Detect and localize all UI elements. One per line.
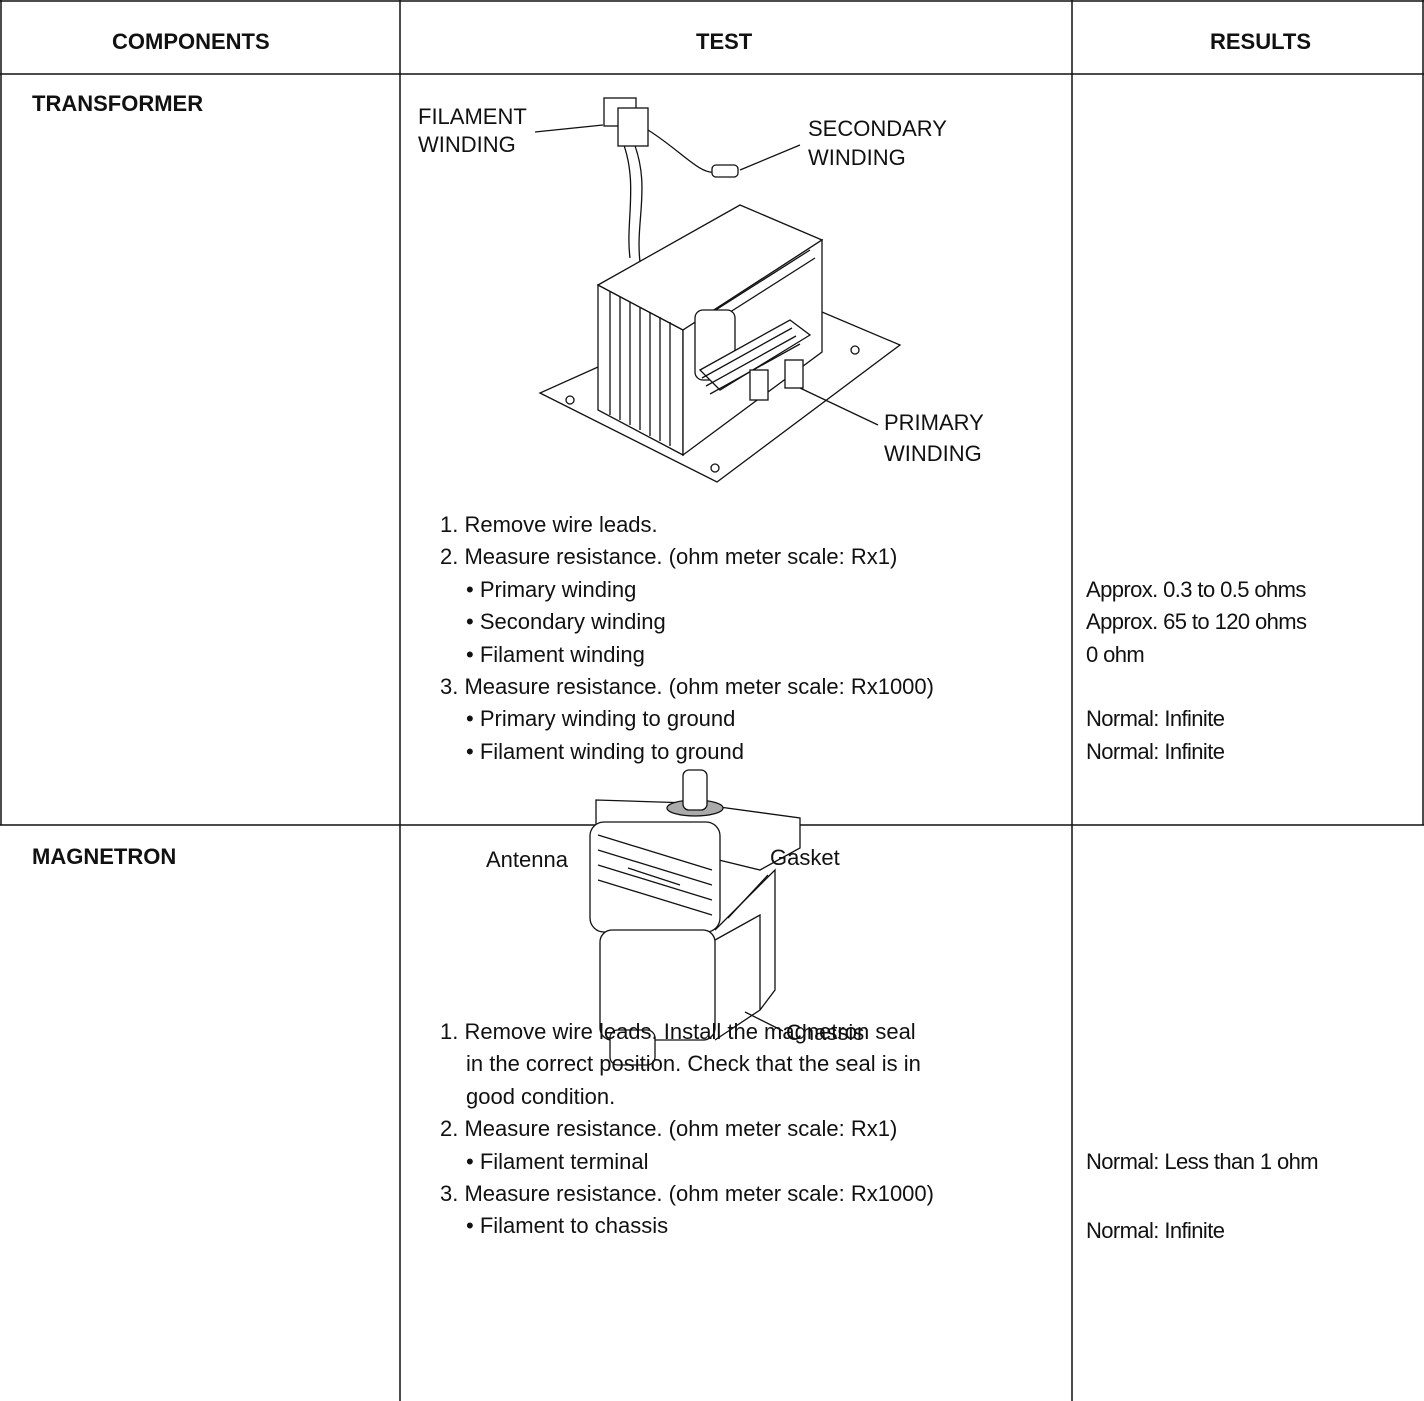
diagram-label: WINDING bbox=[884, 441, 982, 466]
test-step: 2. Measure resistance. (ohm meter scale:… bbox=[440, 1116, 898, 1142]
test-step: in the correct position. Check that the … bbox=[466, 1051, 921, 1077]
test-step: good condition. bbox=[466, 1083, 616, 1109]
diagram-label: Gasket bbox=[770, 845, 840, 870]
result: Normal: Infinite bbox=[1086, 1218, 1225, 1244]
test-step: • Filament winding bbox=[466, 641, 645, 667]
result: Approx. 65 to 120 ohms bbox=[1086, 609, 1307, 635]
diagram-label: WINDING bbox=[418, 132, 516, 157]
test-step: • Secondary winding bbox=[466, 609, 666, 635]
diagram-label: WINDING bbox=[808, 145, 906, 170]
diagram-label: Chassis bbox=[786, 1020, 865, 1045]
test-step: • Filament terminal bbox=[466, 1148, 649, 1174]
test-step: 1. Remove wire leads. bbox=[440, 512, 658, 537]
diagram-label: PRIMARY bbox=[884, 410, 984, 435]
header-cell: TEST bbox=[696, 29, 753, 54]
component-name: MAGNETRON bbox=[32, 844, 177, 869]
result: Normal: Infinite bbox=[1086, 706, 1225, 732]
test-step: • Filament to chassis bbox=[466, 1213, 669, 1239]
component-name: TRANSFORMER bbox=[32, 91, 204, 116]
test-step: 3. Measure resistance. (ohm meter scale:… bbox=[440, 1181, 934, 1206]
diagram-label: Antenna bbox=[486, 847, 568, 872]
test-step: 3. Measure resistance. (ohm meter scale:… bbox=[440, 674, 934, 699]
result: Normal: Less than 1 ohm bbox=[1086, 1148, 1319, 1174]
header-cell: COMPONENTS bbox=[112, 29, 270, 54]
diagram-label: FILAMENT bbox=[418, 104, 527, 129]
test-step: • Primary winding to ground bbox=[466, 706, 736, 732]
test-step: 2. Measure resistance. (ohm meter scale:… bbox=[440, 544, 898, 570]
result: Normal: Infinite bbox=[1086, 738, 1225, 764]
header-cell: RESULTS bbox=[1210, 29, 1312, 54]
test-step: 1. Remove wire leads. Install the magnet… bbox=[440, 1019, 916, 1044]
test-step: • Primary winding bbox=[466, 576, 637, 602]
result: 0 ohm bbox=[1086, 641, 1145, 667]
test-step: • Filament winding to ground bbox=[466, 738, 744, 764]
diagram-label: SECONDARY bbox=[808, 116, 947, 141]
result: Approx. 0.3 to 0.5 ohms bbox=[1086, 576, 1306, 602]
